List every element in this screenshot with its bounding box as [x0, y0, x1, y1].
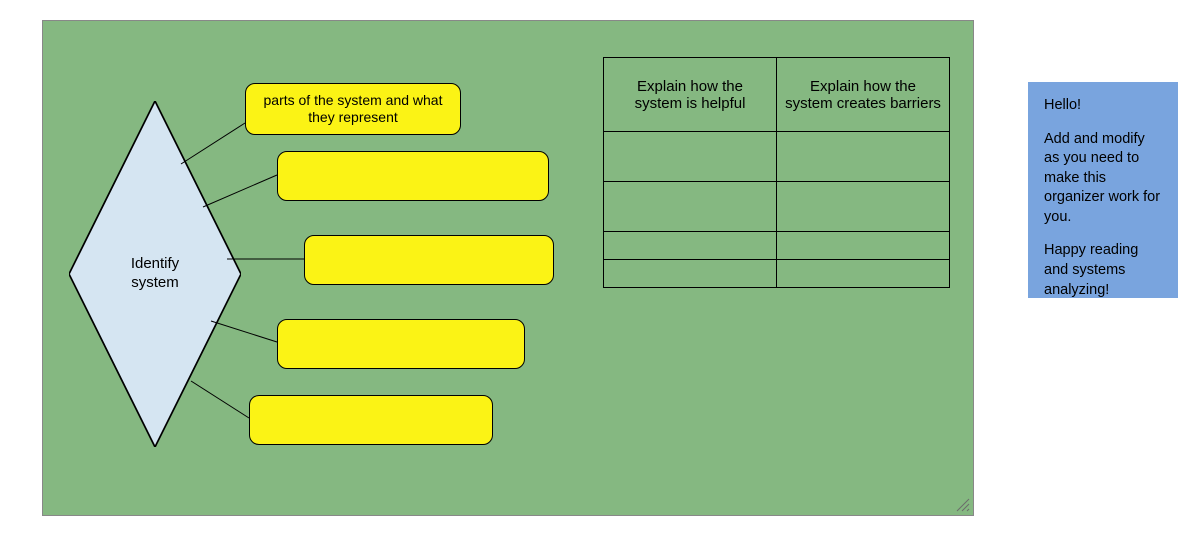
part-box-3[interactable]	[304, 235, 554, 285]
table-cell[interactable]	[604, 260, 777, 288]
table-row[interactable]	[604, 232, 950, 260]
table-cell[interactable]	[777, 182, 950, 232]
part-box-4[interactable]	[277, 319, 525, 369]
table-header-barriers: Explain how the system creates barriers	[777, 58, 950, 132]
stage: Identify system parts of the system and …	[0, 0, 1200, 535]
part-box-label: parts of the system and what they repres…	[254, 92, 452, 126]
organizer-canvas[interactable]: Identify system parts of the system and …	[42, 20, 974, 516]
table-row[interactable]	[604, 182, 950, 232]
table-cell[interactable]	[777, 132, 950, 182]
table-cell[interactable]	[604, 182, 777, 232]
table-row[interactable]	[604, 132, 950, 182]
sticky-body: Add and modify as you need to make this …	[1044, 130, 1162, 228]
resize-handle-icon[interactable]	[955, 497, 971, 513]
part-box-5[interactable]	[249, 395, 493, 445]
table-row[interactable]	[604, 260, 950, 288]
instructions-sticky-note[interactable]: Hello! Add and modify as you need to mak…	[1028, 82, 1178, 298]
table-cell[interactable]	[777, 260, 950, 288]
sticky-greeting: Hello!	[1044, 96, 1162, 116]
table-cell[interactable]	[777, 232, 950, 260]
helpful-barriers-table[interactable]: Explain how the system is helpful Explai…	[603, 57, 950, 288]
part-box-2[interactable]	[277, 151, 549, 201]
sticky-signoff: Happy reading and systems analyzing!	[1044, 241, 1162, 300]
table-cell[interactable]	[604, 232, 777, 260]
table-cell[interactable]	[604, 132, 777, 182]
identify-system-label: Identify system	[131, 255, 179, 293]
part-box-1[interactable]: parts of the system and what they repres…	[245, 83, 461, 135]
table-header-helpful: Explain how the system is helpful	[604, 58, 777, 132]
